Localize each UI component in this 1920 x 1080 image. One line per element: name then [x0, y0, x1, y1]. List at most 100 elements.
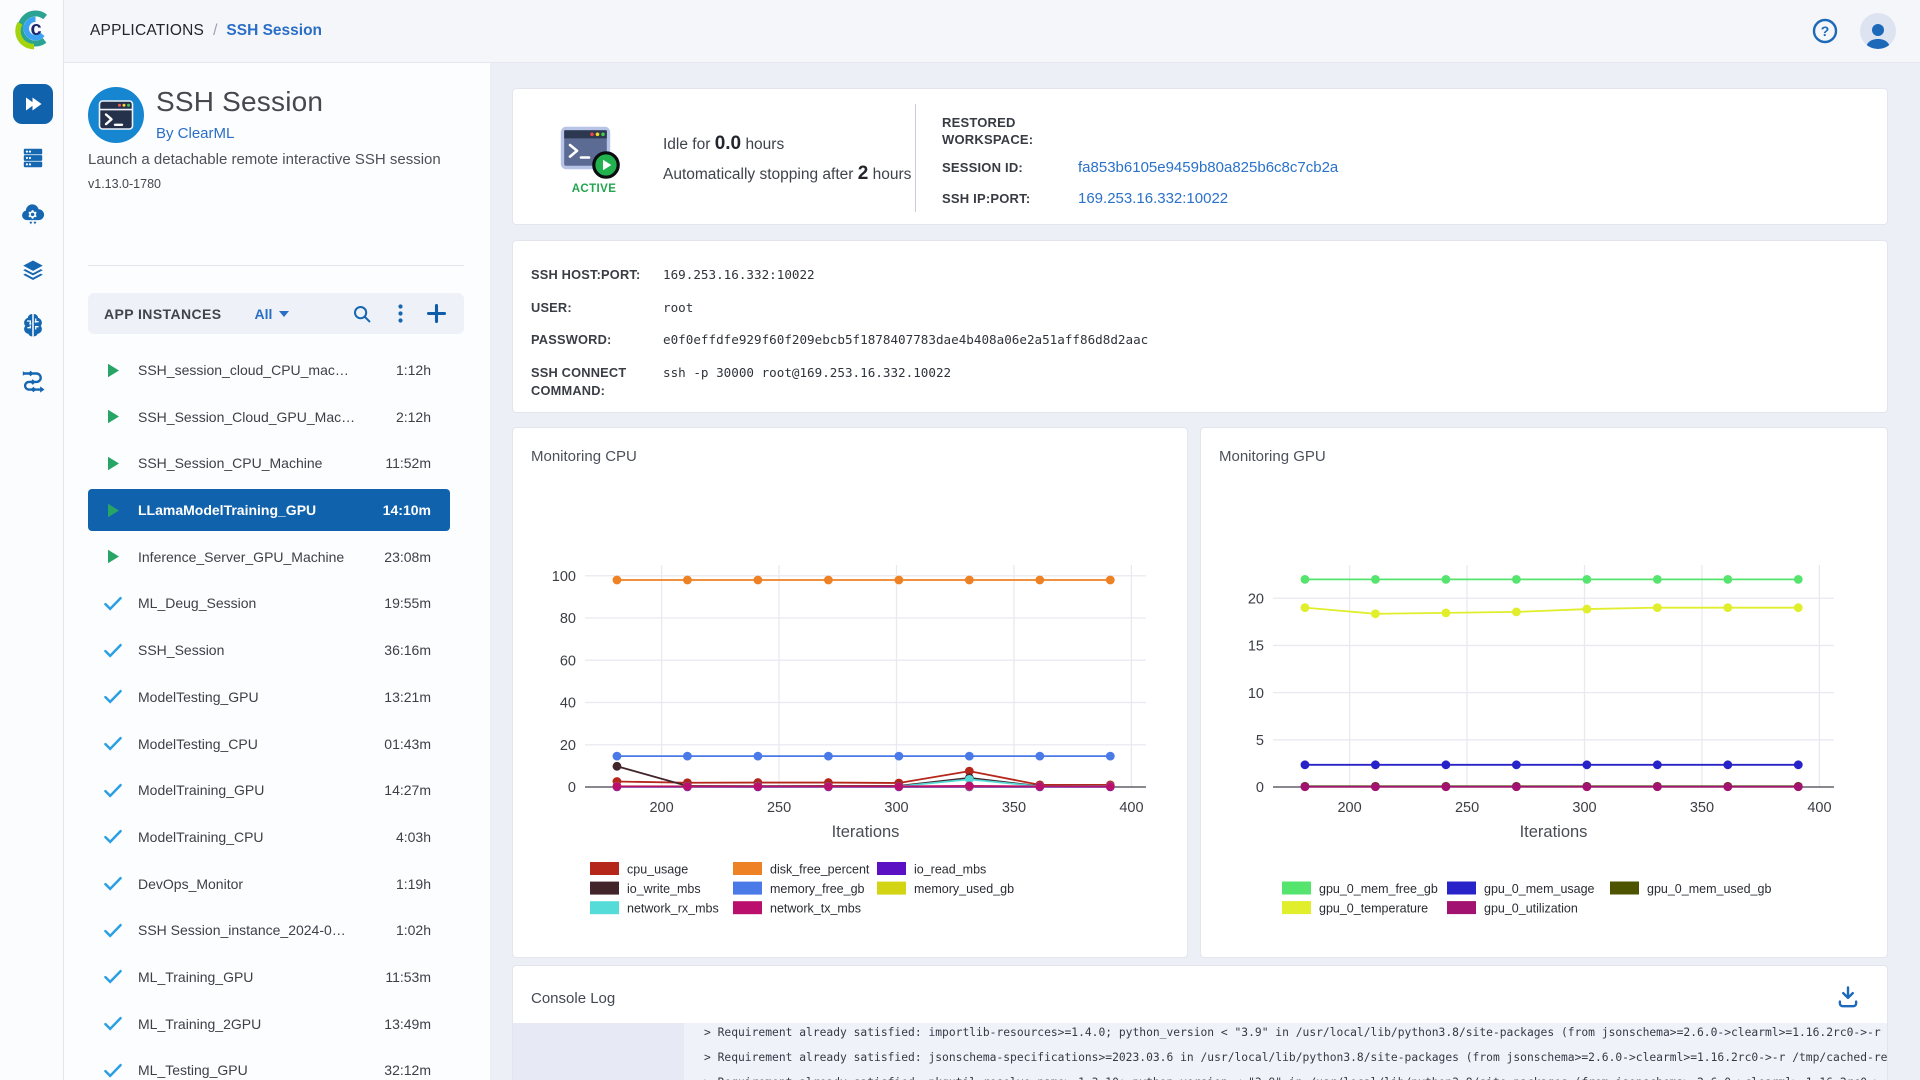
console-log-viewport[interactable]: > Requirement already satisfied: importl…: [513, 1023, 1887, 1080]
user-avatar[interactable]: [1860, 13, 1896, 49]
legend-item-io_write_mbs[interactable]: io_write_mbs: [590, 881, 701, 897]
svg-text:40: 40: [560, 696, 576, 712]
nav-rail: c: [0, 0, 64, 1080]
ssh-ip-port-link[interactable]: 169.253.16.332:10022: [1078, 190, 1229, 207]
instance-row[interactable]: SSH_Session 36:16m: [88, 629, 450, 671]
gpu-chart-plot[interactable]: 0 5 10 15 20 200 250 300 350 400 Iterations gpu_0_m…: [1201, 428, 1887, 957]
breadcrumb: APPLICATIONS / SSH Session: [90, 22, 322, 40]
legend-item-gpu_0_mem_free_gb[interactable]: gpu_0_mem_free_gb: [1282, 881, 1438, 897]
instance-duration: 36:16m: [384, 642, 431, 659]
instance-row[interactable]: ML_Deug_Session 19:55m: [88, 582, 450, 624]
instance-row[interactable]: ML_Testing_GPU 32:12m: [88, 1049, 450, 1080]
session-id-link[interactable]: fa853b6105e9459b80a825b6c8c7cb2a: [1078, 159, 1339, 176]
ssh-ip-port-row: SSH IP:PORT: 169.253.16.332:10022: [942, 190, 1228, 207]
instance-name: LLamaModelTraining_GPU: [138, 502, 317, 519]
monitoring-gpu-card: Monitoring GPU 0 5 10 15 20 200 250 300 350 400 It…: [1200, 427, 1888, 958]
clearml-logo[interactable]: c: [8, 6, 56, 54]
instance-row[interactable]: SSH_session_cloud_CPU_mac… 1:12h: [88, 349, 450, 391]
instance-name: DevOps_Monitor: [138, 875, 244, 892]
download-log-button[interactable]: [1835, 984, 1861, 1010]
rail-item-applications[interactable]: [13, 84, 53, 124]
instances-filter-value: All: [254, 305, 273, 322]
legend-item-io_read_mbs[interactable]: io_read_mbs: [877, 862, 986, 877]
svg-text:300: 300: [884, 800, 908, 816]
instance-row[interactable]: ModelTesting_CPU 01:43m: [88, 723, 450, 765]
instance-row[interactable]: Inference_Server_GPU_Machine 23:08m: [88, 536, 450, 578]
rail-item-datasets[interactable]: [13, 250, 53, 290]
app-byline[interactable]: By ClearML: [156, 125, 235, 142]
legend-item-gpu_0_mem_used_gb[interactable]: gpu_0_mem_used_gb: [1610, 881, 1771, 897]
instance-row[interactable]: ML_Training_GPU 11:53m: [88, 956, 450, 998]
instance-name: ModelTesting_GPU: [138, 688, 259, 705]
svg-text:10: 10: [1248, 686, 1264, 702]
legend-item-cpu_usage[interactable]: cpu_usage: [590, 862, 688, 877]
svg-text:Iterations: Iterations: [1520, 823, 1588, 841]
instance-row[interactable]: LLamaModelTraining_GPU 14:10m: [88, 489, 450, 532]
instance-duration: 13:49m: [384, 1015, 431, 1032]
terminal-active-icon: [560, 126, 620, 179]
rail-item-workers-queues[interactable]: [13, 138, 53, 178]
help-button[interactable]: ?: [1812, 18, 1838, 44]
ssh-connect-command-row: SSH CONNECT COMMAND: ssh -p 30000 root@1…: [531, 364, 1869, 401]
legend-item-disk_free_percent[interactable]: disk_free_percent: [733, 862, 870, 877]
svg-text:60: 60: [560, 653, 576, 669]
instances-filter-dropdown[interactable]: All: [254, 305, 290, 322]
breadcrumb-current: SSH Session: [226, 22, 323, 39]
ssh-password-value: e0f0effdfe929f60f209ebcb5f1878407783dae4…: [663, 332, 1149, 347]
legend-item-memory_used_gb[interactable]: memory_used_gb: [877, 881, 1014, 897]
instance-row[interactable]: DevOps_Monitor 1:19h: [88, 863, 450, 905]
legend-item-network_rx_mbs[interactable]: network_rx_mbs: [590, 901, 719, 916]
rail-item-cloud-autoscaler[interactable]: [13, 194, 53, 234]
instance-name: ML_Deug_Session: [138, 595, 257, 612]
svg-text:200: 200: [649, 800, 673, 816]
app-instances-label: APP INSTANCES: [104, 305, 222, 322]
legend-item-gpu_0_utilization[interactable]: gpu_0_utilization: [1447, 901, 1578, 916]
instance-row[interactable]: ModelTesting_GPU 13:21m: [88, 676, 450, 718]
series-gpu_0_temperature: [1300, 603, 1803, 619]
console-log-line: > Requirement already satisfied: jsonsch…: [704, 1051, 1887, 1064]
server-rack-icon: [23, 148, 43, 168]
legend-item-gpu_0_temperature[interactable]: gpu_0_temperature: [1282, 901, 1428, 916]
svg-text:20: 20: [560, 738, 576, 754]
legend-item-network_tx_mbs[interactable]: network_tx_mbs: [733, 901, 861, 916]
autostop-status-line: Automatically stopping after 2 hours: [663, 163, 912, 184]
instance-row[interactable]: SSH_Session_CPU_Machine 11:52m: [88, 442, 450, 484]
series-gpu_0_mem_free_gb: [1300, 574, 1803, 584]
instance-name: ML_Testing_GPU: [138, 1062, 248, 1079]
idle-status-line: Idle for 0.0 hours: [663, 133, 785, 154]
main-content: ACTIVE Idle for 0.0 hours Automatically …: [490, 63, 1920, 1080]
svg-text:100: 100: [552, 569, 576, 585]
panel-divider: [88, 265, 464, 266]
app-title: SSH Session: [156, 86, 324, 117]
cpu-chart-plot[interactable]: 0 20 40 60 80 100 200 250 300 350 400 Iterations cpu…: [513, 428, 1187, 957]
instance-name: Inference_Server_GPU_Machine: [138, 548, 345, 565]
instance-row[interactable]: SSH_Session_Cloud_GPU_Mac… 2:12h: [88, 396, 450, 438]
console-log-gutter: [513, 1023, 684, 1080]
console-log-card: Console Log > Requirement already satisf…: [512, 965, 1888, 1080]
check-icon: [104, 1016, 122, 1031]
play-icon: [104, 409, 122, 424]
search-button[interactable]: [352, 304, 372, 324]
play-icon: [104, 456, 122, 471]
ssh-session-app-icon: [88, 87, 144, 143]
add-instance-button[interactable]: [427, 304, 446, 323]
rail-item-models[interactable]: [13, 304, 53, 344]
svg-text:250: 250: [1455, 800, 1479, 816]
rail-item-pipelines[interactable]: [13, 360, 53, 400]
svg-text:?: ?: [1821, 23, 1830, 39]
legend-item-gpu_0_mem_usage[interactable]: gpu_0_mem_usage: [1447, 881, 1595, 897]
console-log-title: Console Log: [531, 990, 616, 1007]
instance-row[interactable]: SSH Session_instance_2024-0… 1:02h: [88, 909, 450, 951]
instance-row[interactable]: ModelTraining_GPU 14:27m: [88, 769, 450, 811]
instance-name: SSH_session_cloud_CPU_mac…: [138, 362, 349, 378]
breadcrumb-applications[interactable]: APPLICATIONS: [90, 22, 205, 39]
legend-item-memory_free_gb[interactable]: memory_free_gb: [733, 881, 865, 897]
instance-row[interactable]: ML_Training_2GPU 13:49m: [88, 1003, 450, 1045]
instance-row[interactable]: ModelTraining_CPU 4:03h: [88, 816, 450, 858]
layers-icon: [23, 260, 43, 280]
ssh-password-row: PASSWORD: e0f0effdfe929f60f209ebcb5f1878…: [531, 331, 1869, 350]
instance-duration: 4:03h: [395, 828, 431, 845]
instance-duration: 1:02h: [395, 922, 431, 939]
more-options-button[interactable]: [398, 304, 403, 323]
chevron-down-icon: [279, 310, 290, 317]
